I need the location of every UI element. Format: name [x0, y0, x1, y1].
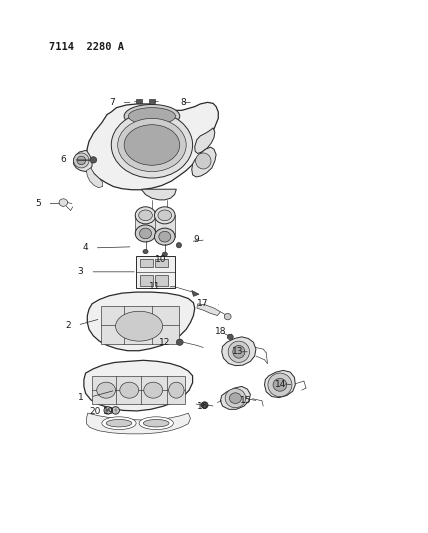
Ellipse shape — [233, 345, 245, 358]
Ellipse shape — [229, 393, 241, 403]
Polygon shape — [155, 215, 175, 237]
Ellipse shape — [143, 249, 148, 254]
Text: 7: 7 — [109, 98, 115, 107]
Polygon shape — [86, 168, 103, 188]
Ellipse shape — [102, 417, 136, 430]
Text: 8: 8 — [181, 98, 186, 107]
Text: 18: 18 — [214, 327, 226, 336]
Ellipse shape — [144, 382, 163, 398]
Text: 19: 19 — [103, 407, 115, 416]
Text: 12: 12 — [159, 338, 170, 346]
Polygon shape — [222, 337, 256, 366]
Text: 5: 5 — [35, 199, 41, 208]
Ellipse shape — [97, 382, 116, 398]
Text: 20: 20 — [89, 407, 101, 416]
Ellipse shape — [139, 417, 173, 430]
Ellipse shape — [118, 118, 186, 172]
Bar — [136, 99, 142, 103]
Text: 9: 9 — [193, 236, 199, 244]
Ellipse shape — [124, 104, 180, 128]
Polygon shape — [86, 413, 190, 434]
Polygon shape — [74, 150, 92, 172]
Bar — [155, 259, 168, 266]
Bar — [155, 275, 168, 286]
Ellipse shape — [116, 311, 163, 341]
Ellipse shape — [90, 157, 97, 163]
Text: 14: 14 — [275, 381, 287, 389]
Polygon shape — [136, 256, 175, 288]
Ellipse shape — [139, 210, 152, 221]
Ellipse shape — [201, 402, 208, 408]
Ellipse shape — [176, 243, 181, 248]
Polygon shape — [135, 215, 156, 233]
Ellipse shape — [196, 153, 211, 169]
Ellipse shape — [273, 378, 287, 391]
Ellipse shape — [120, 382, 139, 398]
Text: 2: 2 — [65, 321, 71, 329]
Polygon shape — [141, 189, 176, 200]
Ellipse shape — [228, 341, 250, 362]
Polygon shape — [86, 102, 218, 190]
Ellipse shape — [112, 407, 119, 414]
Ellipse shape — [155, 207, 175, 224]
Text: 16: 16 — [197, 402, 209, 410]
Ellipse shape — [169, 382, 184, 398]
Ellipse shape — [74, 153, 89, 168]
Ellipse shape — [59, 199, 68, 206]
Text: 3: 3 — [78, 268, 83, 276]
Bar — [140, 275, 153, 286]
Ellipse shape — [135, 225, 156, 242]
Ellipse shape — [106, 419, 132, 427]
Ellipse shape — [268, 373, 292, 397]
Ellipse shape — [124, 125, 180, 165]
Ellipse shape — [143, 419, 169, 427]
Polygon shape — [101, 306, 179, 344]
Polygon shape — [220, 386, 250, 409]
Ellipse shape — [227, 334, 233, 340]
Bar — [149, 99, 155, 103]
Ellipse shape — [176, 339, 183, 345]
Ellipse shape — [158, 210, 172, 221]
Text: 13: 13 — [232, 348, 243, 356]
Ellipse shape — [162, 252, 167, 256]
Polygon shape — [195, 128, 215, 154]
Ellipse shape — [135, 207, 156, 224]
Text: 6: 6 — [61, 156, 66, 164]
Text: 17: 17 — [197, 300, 209, 308]
Polygon shape — [84, 360, 193, 411]
Ellipse shape — [155, 228, 175, 245]
Polygon shape — [192, 147, 216, 177]
Text: 4: 4 — [82, 244, 88, 252]
Polygon shape — [92, 376, 185, 404]
Ellipse shape — [225, 389, 246, 408]
Text: 1: 1 — [78, 393, 83, 401]
Text: 10: 10 — [155, 255, 166, 264]
Ellipse shape — [77, 156, 86, 165]
Ellipse shape — [140, 228, 152, 239]
Text: 11: 11 — [149, 282, 160, 291]
Ellipse shape — [104, 407, 112, 414]
Ellipse shape — [128, 108, 175, 125]
Polygon shape — [192, 290, 199, 296]
Bar — [140, 259, 153, 266]
Text: 15: 15 — [240, 397, 252, 405]
Ellipse shape — [224, 313, 231, 320]
Ellipse shape — [159, 231, 171, 242]
Polygon shape — [87, 292, 195, 351]
Polygon shape — [197, 304, 220, 316]
Ellipse shape — [111, 112, 193, 178]
Text: 7114  2280 A: 7114 2280 A — [49, 42, 124, 52]
Polygon shape — [265, 370, 295, 398]
